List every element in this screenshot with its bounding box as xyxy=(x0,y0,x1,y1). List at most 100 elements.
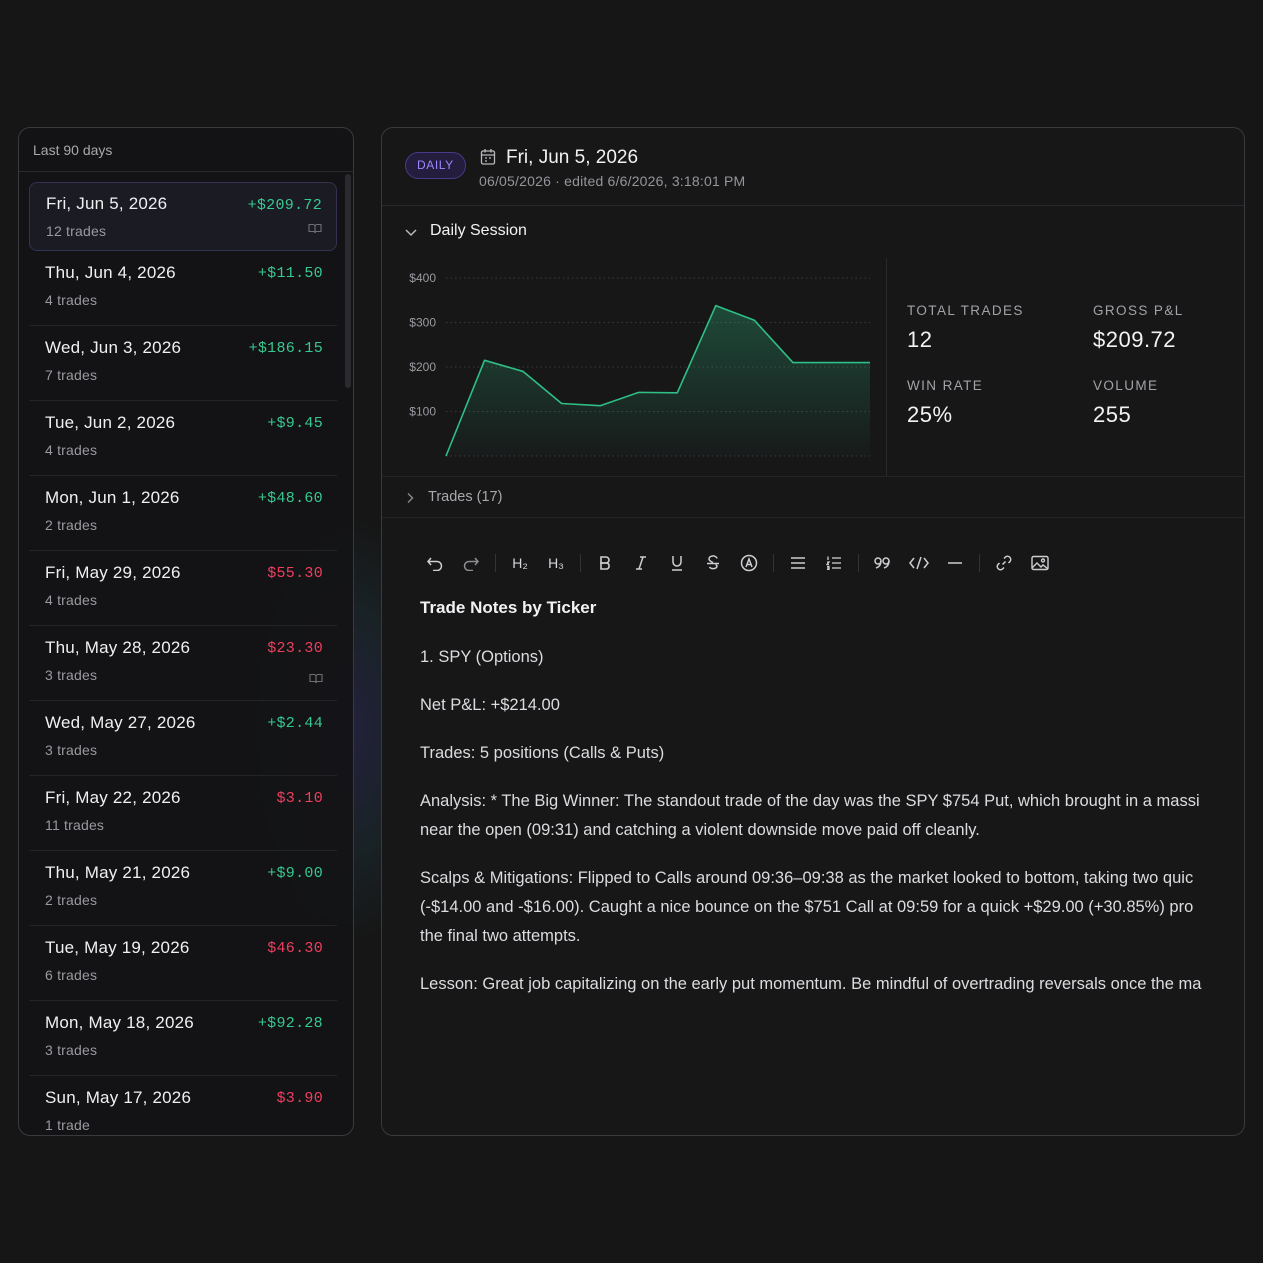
day-date: Sun, May 17, 2026 xyxy=(45,1088,192,1107)
day-list-item[interactable]: Mon, Jun 1, 2026 2 trades +$48.60 xyxy=(29,476,337,551)
day-list-panel: Last 90 days Fri, Jun 5, 2026 12 trades +$… xyxy=(18,127,354,1136)
trades-section-toggle[interactable]: Trades (17) xyxy=(382,476,1244,518)
day-pnl: +$9.45 xyxy=(267,415,323,432)
day-trade-count: 4 trades xyxy=(45,592,98,608)
day-pnl: +$9.00 xyxy=(267,865,323,882)
image-icon[interactable] xyxy=(1022,551,1058,575)
day-date: Thu, May 21, 2026 xyxy=(45,863,191,882)
day-list-item[interactable]: Tue, May 19, 2026 6 trades $46.30 xyxy=(29,926,337,1001)
note-paragraph: Trades: 5 positions (Calls & Puts) xyxy=(420,744,665,762)
note-paragraph: Analysis: * The Big Winner: The standout… xyxy=(420,787,1244,845)
note-paragraph: Net P&L: +$214.00 xyxy=(420,696,560,714)
note-line: (-$14.00 and -$16.00). Caught a nice bou… xyxy=(420,898,1194,916)
horizontal-rule-icon[interactable] xyxy=(937,551,973,575)
toolbar-divider xyxy=(495,554,496,572)
y-tick-label: $100 xyxy=(409,405,436,419)
bullet-list-icon[interactable] xyxy=(780,551,816,575)
stat-label: VOLUME xyxy=(1093,378,1159,393)
undo-icon[interactable] xyxy=(417,551,453,575)
detail-subtitle: 06/05/2026 · edited 6/6/2026, 3:18:01 PM xyxy=(479,173,746,189)
day-list-item[interactable]: Fri, May 29, 2026 4 trades $55.30 xyxy=(29,551,337,626)
note-paragraph: Lesson: Great job capitalizing on the ea… xyxy=(420,975,1202,993)
italic-icon[interactable] xyxy=(623,551,659,575)
pnl-chart-svg: $100 $200 $300 $400 xyxy=(409,271,870,457)
detail-header: DAILY Fri, Jun 5, 2026 06/05/2026 · edit… xyxy=(382,128,1244,206)
day-date: Wed, May 27, 2026 xyxy=(45,713,196,732)
daily-badge: DAILY xyxy=(405,152,466,179)
notes-editor[interactable]: Trade Notes by Ticker 1. SPY (Options) N… xyxy=(420,598,1244,1018)
stat-label: GROSS P&L xyxy=(1093,303,1184,318)
heading-3-icon[interactable]: H₃ xyxy=(548,555,564,571)
chart-series-line xyxy=(445,304,870,457)
day-list[interactable]: Fri, Jun 5, 2026 12 trades +$209.72 Thu, Ju… xyxy=(19,182,353,1135)
session-section-toggle[interactable]: Daily Session xyxy=(382,206,1244,258)
quote-icon[interactable] xyxy=(865,551,901,575)
note-paragraph: Scalps & Mitigations: Flipped to Calls a… xyxy=(420,864,1244,951)
day-date: Mon, May 18, 2026 xyxy=(45,1013,194,1032)
bold-icon[interactable] xyxy=(587,551,623,575)
day-trade-count: 3 trades xyxy=(45,667,98,683)
underline-icon[interactable] xyxy=(659,551,695,575)
y-tick-label: $200 xyxy=(409,360,436,374)
day-list-item[interactable]: Wed, May 27, 2026 3 trades +$2.44 xyxy=(29,701,337,776)
note-paragraph: 1. SPY (Options) xyxy=(420,648,544,666)
link-icon[interactable] xyxy=(986,551,1022,575)
stat-gross-pnl: GROSS P&L $209.72 xyxy=(1093,303,1244,353)
day-date: Wed, Jun 3, 2026 xyxy=(45,338,182,357)
day-pnl: $3.90 xyxy=(276,1090,323,1107)
day-pnl: $55.30 xyxy=(267,565,323,582)
chart-area-fill xyxy=(446,305,870,456)
day-date: Fri, Jun 5, 2026 xyxy=(46,194,168,213)
stat-volume: VOLUME 255 xyxy=(1093,378,1244,428)
day-date: Thu, Jun 4, 2026 xyxy=(45,263,176,282)
stat-label: TOTAL TRADES xyxy=(907,303,1024,318)
day-pnl: +$11.50 xyxy=(257,265,323,282)
toolbar-divider xyxy=(979,554,980,572)
day-pnl: $3.10 xyxy=(276,790,323,807)
period-label: Last 90 days xyxy=(19,128,353,172)
day-date: Fri, May 22, 2026 xyxy=(45,788,181,807)
day-trade-count: 3 trades xyxy=(45,1042,98,1058)
chevron-right-icon xyxy=(405,491,415,509)
divider xyxy=(886,258,887,476)
day-pnl: +$209.72 xyxy=(247,197,322,214)
day-list-item[interactable]: Sun, May 17, 2026 1 trade $3.90 xyxy=(29,1076,337,1135)
day-list-item[interactable]: Thu, May 28, 2026 3 trades $23.30 xyxy=(29,626,337,701)
redo-icon[interactable] xyxy=(453,551,489,575)
scrollbar-thumb[interactable] xyxy=(345,174,351,388)
day-list-item[interactable]: Fri, Jun 5, 2026 12 trades +$209.72 xyxy=(29,182,337,251)
day-list-item[interactable]: Mon, May 18, 2026 3 trades +$92.28 xyxy=(29,1001,337,1076)
day-trade-count: 11 trades xyxy=(45,817,105,833)
stat-value: 12 xyxy=(907,327,933,352)
day-trade-count: 3 trades xyxy=(45,742,98,758)
heading-2-icon[interactable]: H₂ xyxy=(512,555,528,571)
day-date: Thu, May 28, 2026 xyxy=(45,638,191,657)
day-detail-panel: DAILY Fri, Jun 5, 2026 06/05/2026 · edit… xyxy=(381,127,1245,1136)
day-pnl: $46.30 xyxy=(267,940,323,957)
notes-heading: Trade Notes by Ticker xyxy=(420,598,597,617)
day-pnl: $23.30 xyxy=(267,640,323,657)
day-list-item[interactable]: Fri, May 22, 2026 11 trades $3.10 xyxy=(29,776,337,851)
day-list-item[interactable]: Tue, Jun 2, 2026 4 trades +$9.45 xyxy=(29,401,337,476)
day-list-item[interactable]: Thu, May 21, 2026 2 trades +$9.00 xyxy=(29,851,337,926)
day-trade-count: 7 trades xyxy=(45,367,98,383)
trades-label: Trades (17) xyxy=(428,489,503,505)
code-icon[interactable] xyxy=(901,551,937,575)
stat-win-rate: WIN RATE 25% xyxy=(907,378,1087,428)
toolbar-divider xyxy=(858,554,859,572)
day-list-item[interactable]: Thu, Jun 4, 2026 4 trades +$11.50 xyxy=(29,251,337,326)
day-trade-count: 2 trades xyxy=(45,892,98,908)
detail-title: Fri, Jun 5, 2026 xyxy=(506,147,639,168)
y-tick-label: $400 xyxy=(409,271,436,285)
day-date: Tue, May 19, 2026 xyxy=(45,938,190,957)
ordered-list-icon[interactable] xyxy=(816,551,852,575)
strikethrough-icon[interactable] xyxy=(695,551,731,575)
editor-toolbar: H₂ H₃ xyxy=(417,551,1058,575)
day-pnl: +$2.44 xyxy=(267,715,323,732)
highlight-icon[interactable] xyxy=(731,551,767,575)
book-icon xyxy=(309,671,323,689)
note-line: near the open (09:31) and catching a vio… xyxy=(420,821,980,839)
y-tick-label: $300 xyxy=(409,316,436,330)
day-trade-count: 4 trades xyxy=(45,292,98,308)
day-list-item[interactable]: Wed, Jun 3, 2026 7 trades +$186.15 xyxy=(29,326,337,401)
